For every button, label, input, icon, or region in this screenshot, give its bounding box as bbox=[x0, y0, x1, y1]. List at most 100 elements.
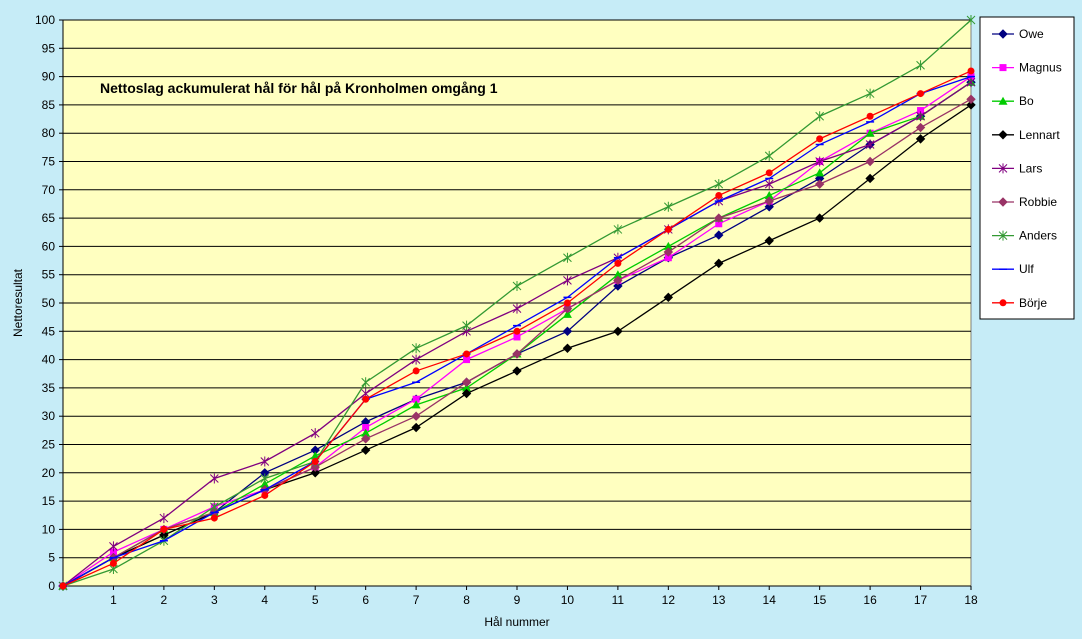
data-point bbox=[411, 422, 421, 433]
data-point bbox=[915, 122, 926, 133]
data-point bbox=[613, 275, 623, 286]
data-point bbox=[663, 201, 673, 212]
legend-marker bbox=[998, 29, 1008, 39]
data-point bbox=[513, 327, 521, 335]
data-point bbox=[563, 275, 572, 286]
x-tick-label: 18 bbox=[964, 593, 978, 607]
legend-marker bbox=[998, 230, 1008, 241]
data-point bbox=[261, 491, 269, 499]
chart-title: Nettoslag ackumulerat hål för hål på Kro… bbox=[100, 80, 498, 96]
data-point bbox=[917, 90, 925, 98]
legend-marker bbox=[998, 163, 1008, 174]
x-tick-label: 5 bbox=[312, 593, 319, 607]
data-point bbox=[362, 395, 370, 403]
data-point bbox=[865, 88, 875, 99]
y-tick-label: 95 bbox=[42, 41, 56, 55]
data-point bbox=[715, 191, 723, 199]
legend-label: Ulf bbox=[1019, 262, 1034, 276]
data-point bbox=[865, 128, 875, 137]
x-tick-label: 17 bbox=[914, 593, 928, 607]
data-point bbox=[461, 377, 472, 387]
y-tick-label: 55 bbox=[42, 268, 56, 282]
y-tick-label: 45 bbox=[42, 324, 56, 338]
data-point bbox=[714, 230, 724, 240]
x-tick-label: 12 bbox=[662, 593, 676, 607]
y-tick-label: 60 bbox=[42, 239, 56, 253]
data-point bbox=[764, 190, 774, 199]
x-tick-label: 2 bbox=[161, 593, 168, 607]
data-point bbox=[210, 514, 218, 522]
data-point bbox=[310, 428, 320, 439]
data-point bbox=[412, 367, 420, 375]
data-point bbox=[512, 303, 522, 314]
data-point bbox=[966, 100, 976, 110]
data-point bbox=[663, 247, 674, 257]
legend-marker bbox=[999, 64, 1007, 72]
legend-label: Börje bbox=[1019, 296, 1047, 310]
x-tick-label: 11 bbox=[612, 593, 625, 607]
data-point bbox=[562, 303, 573, 314]
data-point bbox=[663, 292, 674, 303]
data-point bbox=[664, 225, 672, 233]
data-point bbox=[764, 196, 774, 206]
x-tick-label: 1 bbox=[110, 593, 117, 607]
data-point bbox=[209, 473, 219, 484]
legend-item: Robbie bbox=[992, 195, 1057, 209]
data-point bbox=[109, 541, 118, 552]
legend-item: Lars bbox=[992, 161, 1042, 175]
data-point bbox=[663, 241, 673, 250]
y-tick-label: 25 bbox=[42, 438, 56, 452]
x-axis-title: Hål nummer bbox=[484, 615, 549, 629]
data-point bbox=[362, 424, 370, 432]
series-layer bbox=[58, 15, 976, 591]
data-point bbox=[613, 281, 623, 291]
data-point bbox=[865, 173, 875, 184]
data-point bbox=[815, 111, 825, 122]
data-point bbox=[865, 156, 875, 167]
data-point bbox=[915, 134, 926, 144]
legend-item: Anders bbox=[992, 229, 1057, 243]
data-point bbox=[260, 479, 270, 488]
data-point bbox=[613, 224, 623, 235]
data-point bbox=[360, 434, 371, 444]
data-point bbox=[916, 60, 925, 71]
data-point bbox=[816, 135, 824, 143]
x-tick-label: 15 bbox=[813, 593, 827, 607]
data-point bbox=[764, 179, 774, 190]
data-point bbox=[209, 501, 219, 512]
legend-item: Bo bbox=[992, 94, 1034, 108]
legend-marker bbox=[998, 197, 1008, 207]
legend-marker bbox=[998, 130, 1008, 140]
data-point bbox=[462, 383, 472, 392]
data-point bbox=[411, 411, 421, 421]
data-point bbox=[563, 299, 571, 307]
legend-item: Börje bbox=[992, 296, 1047, 310]
y-tick-label: 0 bbox=[48, 579, 55, 593]
data-point bbox=[613, 326, 623, 337]
data-point bbox=[764, 202, 774, 212]
legend-label: Lars bbox=[1019, 161, 1042, 175]
legend-label: Robbie bbox=[1019, 195, 1057, 209]
data-point bbox=[361, 428, 371, 437]
y-tick-label: 85 bbox=[42, 98, 56, 112]
data-point bbox=[815, 156, 825, 167]
data-point bbox=[310, 468, 320, 478]
data-point bbox=[563, 252, 572, 263]
axes: 0510152025303540455055606570758085909510… bbox=[35, 13, 978, 607]
data-point bbox=[109, 548, 117, 556]
data-point bbox=[411, 354, 421, 365]
legend-marker bbox=[999, 299, 1007, 307]
data-point bbox=[411, 343, 421, 354]
data-point bbox=[967, 67, 975, 75]
y-tick-label: 5 bbox=[48, 551, 55, 565]
legend-label: Lennart bbox=[1019, 128, 1060, 142]
y-tick-label: 50 bbox=[42, 296, 56, 310]
data-point bbox=[59, 582, 67, 590]
x-tick-label: 13 bbox=[712, 593, 726, 607]
data-point bbox=[361, 377, 371, 388]
legend: Owe Magnus Bo Lennart Lars Robbie Anders Ulf Bör… bbox=[979, 16, 1075, 320]
series-b-rje bbox=[59, 67, 975, 590]
data-point bbox=[815, 168, 825, 177]
